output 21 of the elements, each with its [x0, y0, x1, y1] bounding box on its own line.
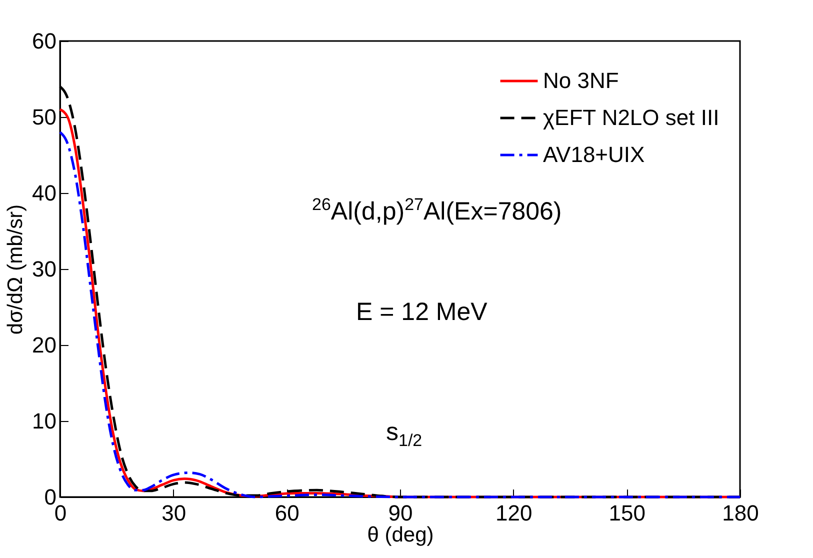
y-tick-label: 20 [32, 332, 56, 358]
x-tick-label: 30 [162, 500, 186, 526]
annotation: s$_{1/2}$ [386, 418, 422, 450]
y-tick-label: 10 [32, 408, 56, 434]
x-axis-title: θ (deg) [367, 524, 434, 546]
y-tick-label: 0 [44, 484, 56, 510]
annotation: $^{26}$Al(d,p)$^{27}$Al(Ex=7806) [312, 195, 562, 226]
x-tick-label: 150 [608, 500, 646, 526]
y-tick-label: 30 [32, 256, 56, 282]
y-tick-label: 40 [32, 180, 56, 206]
x-tick-label: 180 [722, 500, 759, 526]
y-tick-label: 60 [32, 28, 56, 54]
legend-label: AV18+UIX [543, 142, 646, 167]
legend-label: χEFT N2LO set III [543, 105, 720, 130]
x-tick-label: 60 [274, 500, 300, 526]
annotation: E = 12 MeV [356, 298, 488, 326]
legend-label: No 3NF [543, 68, 619, 93]
x-tick-label: 90 [388, 500, 413, 526]
y-axis-title: dσ/dΩ (mb/sr) [4, 204, 28, 335]
y-tick-label: 50 [32, 104, 56, 130]
x-tick-label: 120 [495, 500, 532, 526]
